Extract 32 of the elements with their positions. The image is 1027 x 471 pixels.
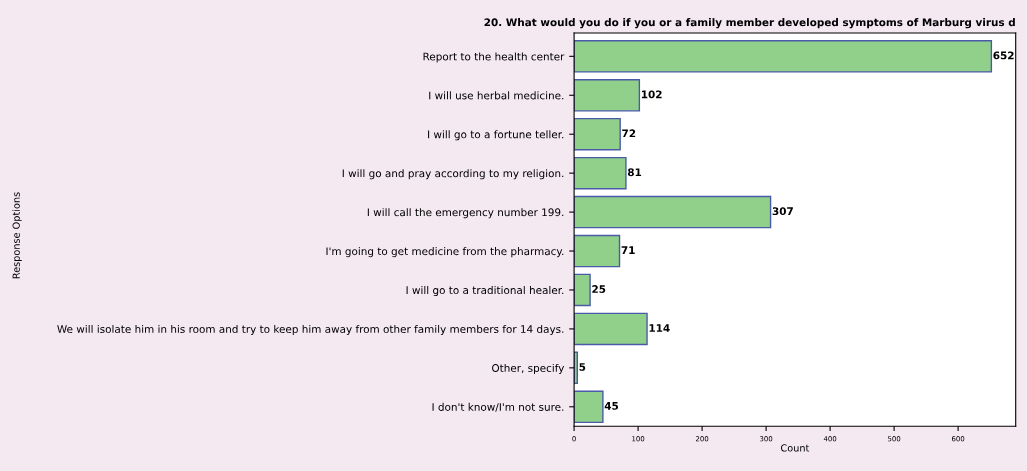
bar (574, 156, 627, 190)
bar (574, 390, 604, 424)
bar (574, 234, 621, 268)
data-label: 307 (772, 207, 793, 216)
bar (574, 40, 993, 73)
y-tick-label: I don't know/I'm not sure. (432, 402, 564, 412)
y-tick-label: Other, specify (492, 363, 565, 374)
y-tick-label: I'm going to get medicine from the pharmacy. (326, 247, 564, 258)
data-label: 72 (622, 129, 636, 138)
bar (574, 195, 772, 229)
chart-title: 20. What would you do if you or a family member developed symptoms of Marburg virus d (484, 18, 1015, 29)
data-label: 5 (579, 363, 586, 371)
y-tick-label: We will isolate him in his room and try to keep him away from other family members for 14 days. (57, 324, 564, 336)
bar (574, 312, 648, 346)
bar (574, 273, 591, 307)
x-axis-title: Count (781, 444, 810, 452)
y-axis-title: Response Options (12, 192, 22, 279)
data-label: 71 (621, 246, 635, 254)
bar (574, 79, 641, 112)
data-label: 45 (604, 402, 619, 410)
data-label: 652 (993, 51, 1014, 60)
y-tick-label: Report to the health center (423, 52, 565, 63)
y-tick-label: I will go to a fortune teller. (428, 130, 564, 141)
bar (574, 117, 621, 151)
data-label: 81 (627, 168, 642, 177)
y-tick-label: I will go and pray according to my religion. (342, 169, 564, 180)
data-label: 114 (649, 324, 670, 332)
y-tick-label: I will go to a traditional healer. (406, 286, 564, 297)
y-tick-label: I will use herbal medicine. (429, 91, 564, 100)
data-label: 25 (592, 285, 606, 293)
data-label: 102 (641, 90, 662, 99)
y-tick-label: I will call the emergency number 199. (367, 208, 564, 219)
